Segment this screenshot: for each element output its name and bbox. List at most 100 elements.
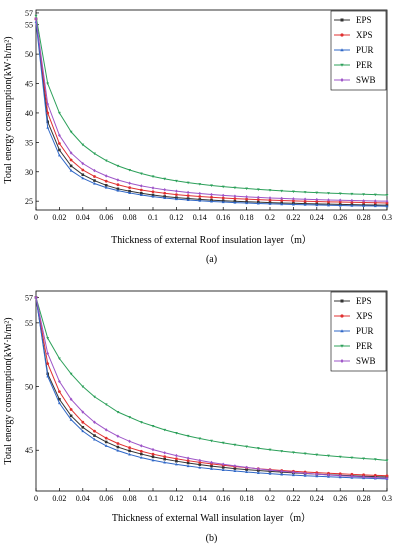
data-point-swb	[268, 468, 272, 472]
data-point-per	[139, 421, 143, 424]
data-point-pur	[174, 462, 178, 466]
data-point-swb	[362, 475, 366, 479]
data-point-eps	[128, 449, 131, 453]
data-point-pur	[221, 468, 225, 472]
data-point-swb	[350, 198, 354, 203]
data-point-per	[327, 454, 330, 458]
data-point-swb	[303, 197, 307, 201]
x-tick-label: 0.3	[382, 494, 392, 503]
data-point-swb	[385, 199, 389, 203]
data-point-xps	[163, 191, 167, 195]
data-point-pur	[315, 203, 319, 207]
x-tick-label: 0.06	[99, 213, 113, 222]
data-point-pur	[151, 195, 155, 198]
y-tick-label: 45	[25, 80, 33, 89]
data-point-eps	[198, 463, 202, 466]
data-point-per	[338, 455, 342, 459]
data-point-swb	[128, 181, 132, 185]
data-point-pur	[128, 452, 132, 456]
data-point-per	[327, 192, 330, 195]
x-tick-label: 0.06	[99, 494, 113, 503]
data-point-eps	[104, 183, 108, 187]
legend-label-swb: SWB	[356, 356, 376, 366]
data-point-pur	[362, 204, 366, 207]
x-tick-label: 0.12	[169, 213, 183, 222]
data-point-swb	[210, 192, 213, 197]
data-point-per	[174, 431, 178, 435]
data-point-swb	[338, 198, 342, 202]
data-point-per	[256, 188, 260, 191]
data-point-per	[46, 337, 50, 340]
data-point-xps	[373, 201, 377, 205]
data-point-swb	[245, 195, 249, 199]
data-point-swb	[210, 460, 213, 465]
data-point-xps	[151, 190, 155, 194]
chart-panel-roof: 0 0.02 0.04 0.06 0.08 0.1 0.12 0.14 0.16 0.18 0.2 0…	[3, 9, 392, 265]
data-point-eps	[128, 189, 131, 193]
data-point-swb	[104, 174, 108, 178]
data-point-swb	[327, 473, 330, 477]
data-point-eps	[93, 179, 96, 182]
data-point-eps	[69, 164, 73, 168]
data-point-swb	[174, 453, 178, 458]
data-point-swb	[151, 447, 155, 452]
data-point-swb	[198, 191, 202, 196]
legend-label-pur: PUR	[356, 326, 374, 336]
y-tick-label: 57	[25, 293, 33, 302]
data-point-xps	[210, 195, 213, 199]
data-point-pur	[128, 191, 132, 194]
data-point-xps	[233, 197, 237, 201]
data-point-swb	[69, 151, 73, 155]
data-point-per	[128, 168, 132, 172]
data-point-pur	[291, 473, 295, 477]
data-point-eps	[163, 457, 166, 461]
data-point-swb	[245, 465, 249, 470]
data-point-swb	[280, 196, 284, 201]
data-point-swb	[34, 17, 38, 21]
data-point-per	[245, 187, 249, 191]
data-point-xps	[93, 429, 96, 433]
y-tick-label: 25	[25, 197, 33, 206]
data-point-swb	[385, 476, 389, 480]
data-point-swb	[327, 198, 330, 202]
data-point-xps	[186, 459, 190, 463]
legend-swatch-marker	[340, 33, 344, 37]
legend-swatch-marker	[340, 63, 344, 67]
data-point-per	[34, 14, 38, 18]
x-tick-label: 0.04	[76, 213, 90, 222]
data-point-swb	[57, 379, 61, 384]
x-tick-label: 0.14	[193, 213, 207, 222]
data-point-per	[268, 448, 272, 452]
data-point-per	[174, 179, 178, 183]
data-point-per	[186, 181, 190, 185]
data-point-per	[256, 447, 260, 450]
data-point-per	[81, 143, 85, 147]
data-point-pur	[245, 470, 249, 474]
x-tick-label: 0	[34, 213, 38, 222]
data-point-swb	[163, 451, 167, 455]
data-point-swb	[93, 168, 96, 173]
data-point-xps	[350, 472, 354, 476]
data-point-per	[57, 111, 61, 115]
data-point-per	[280, 189, 284, 193]
y-tick-label: 35	[25, 138, 33, 147]
y-tick-label: 55	[25, 319, 33, 328]
data-point-eps	[151, 455, 155, 459]
data-point-eps	[58, 148, 61, 152]
y-tick-label: 55	[25, 21, 33, 30]
y-axis-title: Total energy consumption(kW·h/m²)	[3, 36, 14, 183]
data-point-eps	[104, 440, 108, 444]
data-point-xps	[58, 390, 61, 394]
y-tick-label: 30	[25, 168, 33, 177]
x-tick-label: 0.24	[310, 213, 324, 222]
data-point-pur	[338, 203, 342, 207]
data-point-per	[116, 410, 120, 414]
y-tick-label: 40	[25, 109, 33, 118]
data-point-xps	[139, 449, 143, 453]
data-point-swb	[315, 472, 319, 476]
data-point-per	[139, 172, 143, 176]
data-point-eps	[140, 191, 143, 195]
data-point-per	[385, 193, 389, 197]
data-point-per	[210, 439, 213, 443]
data-point-eps	[93, 434, 96, 437]
